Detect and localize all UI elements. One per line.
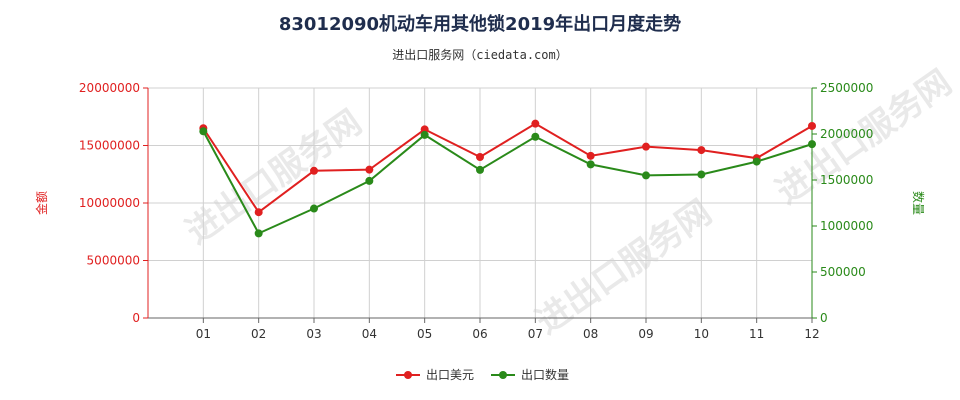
series-2-point — [697, 170, 706, 179]
right-tick-label: 2500000 — [820, 81, 873, 95]
x-tick-label: 04 — [362, 327, 377, 341]
series-1-point — [254, 208, 263, 217]
series-1-point — [808, 121, 816, 130]
series-2-point — [199, 127, 208, 136]
x-tick-label: 09 — [638, 327, 653, 341]
legend-swatch-marker — [404, 371, 412, 379]
left-tick-label: 15000000 — [79, 139, 140, 153]
series-2-point — [310, 204, 318, 213]
series-1-point — [697, 146, 706, 155]
series-2-point — [586, 160, 595, 169]
left-tick-label: 10000000 — [79, 196, 140, 210]
chart-title: 83012090机动车用其他锁2019年出口月度走势 — [278, 14, 682, 35]
left-tick-label: 5000000 — [87, 254, 140, 268]
right-tick-label: 2000000 — [820, 127, 873, 141]
x-tick-label: 01 — [196, 327, 211, 341]
right-tick-label: 0 — [820, 311, 828, 325]
series-1-point — [420, 125, 429, 134]
legend-swatch-marker — [499, 371, 507, 379]
series-2-point — [642, 171, 650, 180]
series-2-point — [254, 229, 263, 238]
x-tick-label: 12 — [804, 327, 819, 341]
series-1-point — [310, 166, 318, 175]
left-tick-label: 0 — [132, 311, 140, 325]
series-line-2 — [202, 130, 813, 235]
series-1-point — [642, 142, 650, 151]
right-tick-label: 500000 — [820, 265, 866, 279]
series-2-point — [365, 176, 374, 185]
legend-label: 出口美元 — [426, 368, 474, 382]
series-2-point — [531, 132, 540, 141]
series-1-point — [365, 165, 374, 174]
series-1-point — [476, 153, 484, 161]
series-2-point — [808, 140, 816, 149]
left-tick-label: 20000000 — [79, 81, 140, 95]
x-tick-label: 02 — [251, 327, 266, 341]
x-tick-label: 05 — [417, 327, 432, 341]
series-2-point — [476, 165, 484, 174]
legend-label: 出口数量 — [521, 367, 569, 382]
series-1-point — [531, 119, 540, 128]
series-line-1 — [202, 122, 813, 214]
series-1-point — [586, 151, 595, 160]
right-axis-title: 数量 — [911, 191, 926, 215]
x-tick-label: 03 — [306, 327, 321, 341]
x-tick-label: 06 — [472, 327, 487, 341]
right-tick-label: 1500000 — [820, 173, 873, 187]
series-2-point — [420, 130, 429, 139]
x-tick-label: 11 — [749, 327, 764, 341]
x-tick-label: 07 — [528, 327, 543, 341]
left-axis-title: 金额 — [34, 191, 49, 215]
x-tick-label: 10 — [694, 327, 709, 341]
x-tick-label: 08 — [583, 327, 598, 341]
chart-subtitle: 进出口服务网（ciedata.com） — [392, 48, 568, 62]
series-2-point — [752, 157, 761, 166]
right-tick-label: 1000000 — [820, 219, 873, 233]
